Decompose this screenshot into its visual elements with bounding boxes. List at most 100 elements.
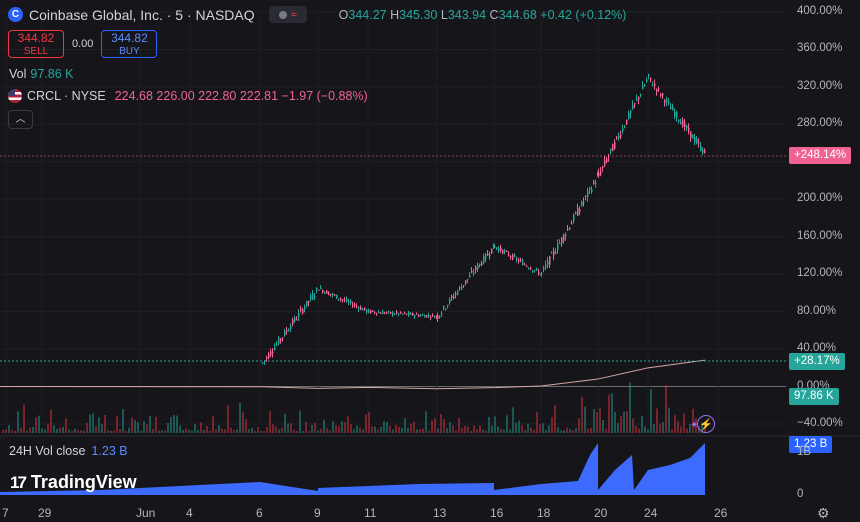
crcl-candle-body: [316, 288, 318, 290]
crcl-candle-body: [294, 317, 296, 321]
volume-bar: [176, 415, 178, 433]
volume-bar: [560, 430, 562, 433]
crcl-candle-body: [581, 201, 583, 206]
volume-bar: [203, 429, 205, 433]
crcl-candle-body: [332, 293, 334, 296]
crcl-candle-body: [676, 111, 678, 118]
volume-bar: [248, 429, 250, 433]
volume-bar: [221, 428, 223, 433]
crcl-candle-body: [644, 85, 646, 87]
crcl-candle-body: [410, 313, 412, 315]
volume-bar: [413, 421, 415, 433]
crcl-candle-body: [459, 287, 461, 289]
volume-bar: [338, 426, 340, 433]
volume-bar: [689, 423, 691, 433]
volume-bar: [92, 413, 94, 433]
trade-panel: 344.82 SELL 0.00 344.82 BUY: [8, 30, 158, 58]
volume-bar: [422, 428, 424, 433]
volume-bar: [56, 428, 58, 433]
crcl-candle-body: [502, 249, 504, 254]
volume-bar: [500, 428, 502, 433]
crcl-candle-body: [441, 313, 443, 315]
crcl-candle-body: [656, 88, 658, 92]
crcl-candle-body: [624, 126, 626, 128]
volume-bar: [101, 424, 103, 433]
volume-bar: [371, 426, 373, 433]
volume-bar: [635, 425, 637, 433]
volume-bar: [506, 415, 508, 433]
crcl-candle-body: [336, 294, 338, 299]
crcl-candle-body: [551, 252, 553, 254]
lightning-icon[interactable]: ⚡: [697, 415, 715, 433]
volume-bar: [515, 422, 517, 433]
time-axis-tick: 26: [714, 506, 728, 520]
volume-bar: [155, 416, 157, 433]
volume-bar: [260, 430, 262, 433]
crcl-candle-body: [296, 319, 298, 321]
crcl-candle-body: [346, 299, 348, 302]
crcl-candle-body: [340, 298, 342, 300]
chevron-up-icon[interactable]: ︿: [8, 110, 33, 129]
compare-indicator-toggle[interactable]: ≈: [268, 6, 307, 23]
volume-bar: [179, 425, 181, 433]
volume-bar: [296, 430, 298, 433]
volume-bar: [683, 413, 685, 433]
tradingview-logo[interactable]: 17 TradingView: [10, 472, 137, 492]
crcl-candle-body: [382, 311, 384, 315]
crcl-candle-body: [565, 234, 567, 237]
crcl-candle-body: [350, 300, 352, 303]
crcl-candle-body: [500, 247, 502, 251]
volume-legend[interactable]: Vol 97.86 K: [9, 67, 74, 81]
volume-bar: [239, 402, 241, 433]
volume-bar: [5, 429, 7, 433]
crcl-candle-body: [698, 142, 700, 144]
crcl-candle-body: [404, 312, 406, 314]
compare-legend[interactable]: CRCL · NYSE 224.68 226.00 222.80 222.81 …: [8, 89, 368, 103]
volume-bar: [599, 408, 601, 433]
volume-bar: [32, 426, 34, 433]
volume-bar: [632, 418, 634, 433]
sell-button[interactable]: 344.82 SELL: [8, 30, 64, 58]
volume-bar: [119, 428, 121, 433]
crcl-candle-body: [342, 299, 344, 301]
volume-bar: [467, 426, 469, 433]
volume-bar: [626, 411, 628, 433]
crcl-candle-body: [583, 201, 585, 203]
crcl-candle-body: [432, 314, 434, 316]
volume-bar: [281, 427, 283, 433]
buy-button[interactable]: 344.82 BUY: [101, 30, 158, 58]
volume-bar: [116, 415, 118, 433]
volume-bar: [518, 420, 520, 433]
volume-bar: [695, 418, 697, 433]
volume-bar: [2, 430, 4, 433]
symbol-title[interactable]: Coinbase Global, Inc. · 5 · NASDAQ: [29, 6, 255, 23]
volume-bar: [245, 419, 247, 433]
crcl-candle-body: [606, 159, 608, 163]
crcl-candle-body: [485, 253, 487, 260]
volume-bar: [284, 413, 286, 433]
gear-icon[interactable]: ⚙: [817, 505, 830, 521]
volume-bar: [110, 430, 112, 433]
volume-bar: [356, 425, 358, 433]
sparkle-icon: ✦: [690, 420, 699, 431]
crcl-candle-body: [374, 312, 376, 314]
volume-bar: [419, 429, 421, 433]
crcl-candle-body: [688, 127, 690, 132]
volume-bar: [401, 427, 403, 433]
crcl-candle-body: [491, 248, 493, 254]
price-axis-tick: 280.00%: [797, 117, 843, 130]
vol24-legend[interactable]: 24H Vol close 1.23 B: [9, 444, 128, 458]
volume-bar: [113, 430, 115, 433]
symbol-legend[interactable]: C Coinbase Global, Inc. · 5 · NASDAQ ≈ O…: [8, 6, 626, 23]
crcl-candle-body: [561, 237, 563, 243]
volume-bar: [137, 422, 139, 433]
crcl-candle-body: [416, 313, 418, 315]
volume-bar: [605, 428, 607, 433]
crcl-candle-body: [654, 83, 656, 86]
volume-bar: [182, 430, 184, 433]
volume-bar: [365, 414, 367, 433]
volume-bar: [287, 423, 289, 433]
crcl-candle-body: [447, 305, 449, 307]
crcl-candle-body: [648, 74, 650, 77]
